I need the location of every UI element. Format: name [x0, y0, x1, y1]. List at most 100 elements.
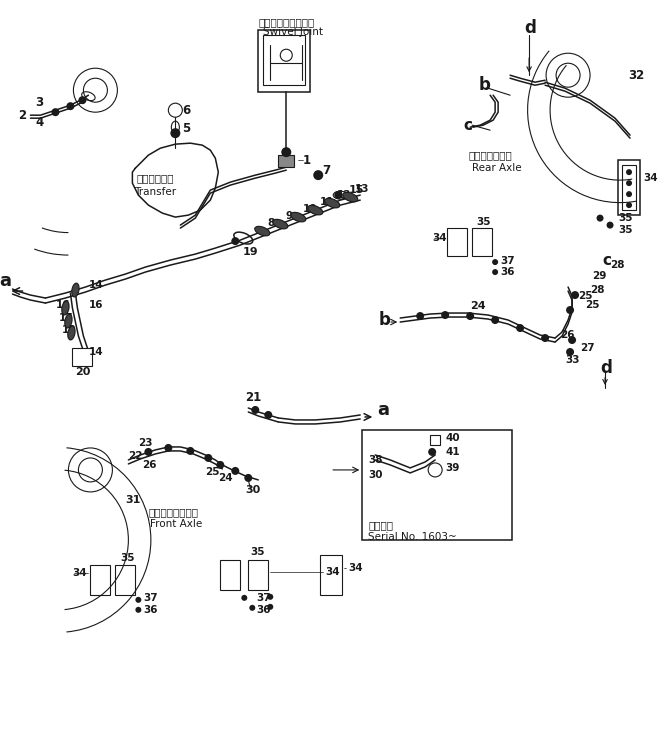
Text: b: b [478, 76, 490, 94]
Text: d: d [524, 19, 536, 37]
Text: 25: 25 [578, 291, 592, 301]
Ellipse shape [343, 192, 358, 202]
Text: 9: 9 [285, 211, 293, 221]
Text: 40: 40 [445, 433, 460, 443]
Text: 1: 1 [302, 153, 311, 167]
Ellipse shape [325, 198, 340, 208]
Circle shape [52, 108, 60, 116]
Text: 7: 7 [322, 164, 330, 177]
Circle shape [313, 170, 323, 180]
Bar [220, 560, 240, 590]
Text: スイベルジョイント: スイベルジョイント [258, 17, 315, 27]
Text: 35: 35 [618, 213, 633, 223]
Text: 36: 36 [144, 605, 158, 615]
Text: 4: 4 [36, 116, 44, 128]
Ellipse shape [72, 283, 79, 297]
Text: 37: 37 [144, 593, 158, 603]
Bar [263, 35, 305, 85]
Text: リヤーアクスル: リヤーアクスル [468, 150, 512, 160]
Text: 20: 20 [75, 367, 91, 377]
Bar [430, 435, 440, 445]
Bar [115, 565, 136, 595]
Text: 6: 6 [183, 103, 191, 117]
Circle shape [492, 269, 498, 275]
Text: 39: 39 [445, 463, 460, 473]
Text: 27: 27 [580, 343, 595, 353]
Circle shape [267, 604, 273, 610]
Bar [278, 155, 295, 167]
Circle shape [491, 316, 499, 324]
Circle shape [216, 461, 224, 469]
Circle shape [187, 447, 195, 455]
Circle shape [231, 467, 240, 475]
Circle shape [264, 411, 272, 419]
Circle shape [516, 324, 524, 332]
Text: 14: 14 [89, 280, 103, 290]
Circle shape [250, 605, 255, 611]
Text: 11: 11 [320, 197, 335, 207]
Text: 30: 30 [368, 470, 382, 480]
Text: 41: 41 [445, 447, 460, 457]
Text: 12: 12 [338, 190, 352, 200]
Text: 35: 35 [476, 217, 491, 227]
Bar [320, 555, 342, 595]
Circle shape [626, 169, 632, 175]
Ellipse shape [272, 219, 288, 229]
Bar [258, 30, 310, 92]
Text: 16: 16 [89, 300, 103, 310]
Text: 37: 37 [500, 256, 515, 266]
Text: Rear Axle: Rear Axle [472, 163, 522, 173]
Circle shape [541, 334, 549, 342]
Text: 13: 13 [355, 184, 370, 194]
Text: 21: 21 [246, 391, 262, 404]
Ellipse shape [68, 326, 75, 340]
Text: 38: 38 [368, 455, 382, 465]
Text: 22: 22 [128, 451, 143, 461]
Circle shape [428, 448, 436, 456]
Text: a: a [0, 272, 11, 290]
Ellipse shape [291, 212, 306, 222]
Bar [618, 160, 640, 215]
Text: Swivel Joint: Swivel Joint [263, 27, 323, 37]
Bar [472, 228, 492, 256]
Circle shape [607, 222, 613, 228]
Text: 14: 14 [89, 347, 103, 357]
Circle shape [136, 597, 142, 603]
Text: 37: 37 [256, 593, 271, 603]
Text: 18: 18 [62, 325, 76, 335]
Ellipse shape [308, 206, 323, 215]
Circle shape [441, 311, 449, 319]
Text: 8: 8 [267, 218, 274, 228]
Text: 2: 2 [19, 109, 27, 122]
Text: 19: 19 [242, 247, 258, 257]
Circle shape [626, 180, 632, 186]
Circle shape [136, 607, 142, 613]
Ellipse shape [62, 301, 69, 315]
Text: 26: 26 [560, 330, 574, 340]
Bar [447, 228, 467, 256]
Circle shape [566, 348, 574, 356]
Text: 34: 34 [348, 563, 363, 573]
Circle shape [164, 444, 172, 452]
Text: トランスファ: トランスファ [137, 173, 174, 184]
Text: 35: 35 [120, 553, 135, 563]
Ellipse shape [65, 314, 72, 328]
Circle shape [492, 259, 498, 265]
Text: 25: 25 [585, 300, 600, 310]
Text: 26: 26 [142, 460, 157, 470]
Text: 3: 3 [36, 95, 44, 109]
Circle shape [281, 147, 291, 157]
Circle shape [66, 102, 74, 110]
Circle shape [568, 336, 576, 344]
Text: 36: 36 [256, 605, 271, 615]
Text: 33: 33 [565, 355, 580, 365]
Circle shape [571, 291, 579, 299]
Circle shape [267, 594, 273, 600]
Text: c: c [463, 117, 472, 133]
Text: b: b [378, 311, 390, 329]
Circle shape [231, 237, 240, 245]
Circle shape [170, 128, 180, 138]
Text: 24: 24 [470, 301, 486, 311]
Bar [248, 560, 268, 590]
Bar [91, 565, 111, 595]
